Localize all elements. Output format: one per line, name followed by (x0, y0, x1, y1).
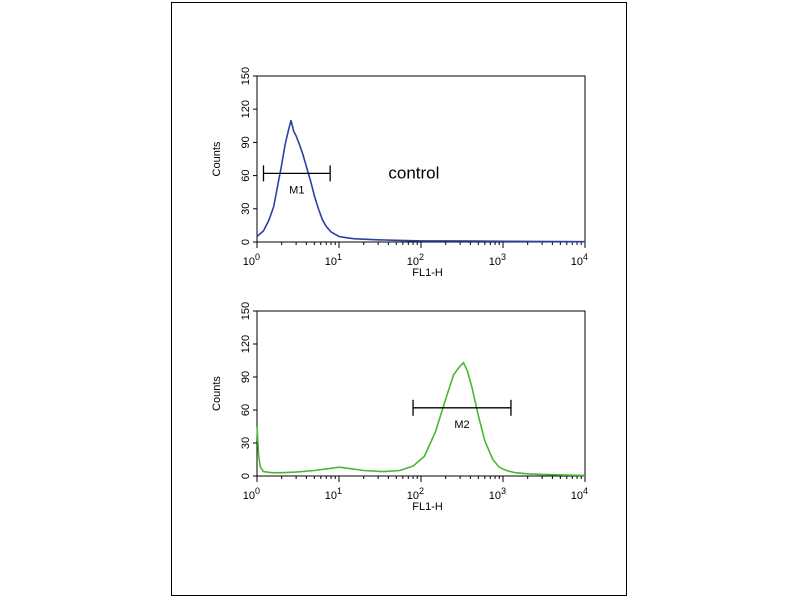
x-tick-base: 10 (243, 256, 255, 268)
x-tick-label: 101 (325, 252, 342, 268)
x-tick-exponent: 0 (255, 486, 260, 496)
y-tick-label: 90 (240, 371, 252, 383)
x-tick-exponent: 4 (583, 486, 588, 496)
x-tick-exponent: 3 (501, 486, 506, 496)
y-tick-label: 0 (240, 239, 252, 245)
x-tick-base: 10 (325, 490, 337, 502)
x-tick-label: 104 (571, 252, 588, 268)
y-tick-label: 30 (240, 203, 252, 215)
figure-frame: 0 30 60 90 120 150 Counts 100 101 102 103 104 FL1-H M… (171, 2, 627, 596)
histogram-line (256, 120, 586, 243)
y-tick-label: 60 (240, 404, 252, 416)
marker-label: M1 (289, 184, 304, 196)
x-tick-label: 100 (243, 486, 260, 502)
x-tick-base: 10 (571, 490, 583, 502)
y-tick-label: 60 (240, 169, 252, 181)
y-tick-label: 0 (240, 473, 252, 479)
y-tick-label: 120 (240, 100, 252, 118)
x-axis-label: FL1-H (412, 267, 443, 279)
x-tick-base: 10 (489, 256, 501, 268)
x-tick-base: 10 (243, 490, 255, 502)
y-axis-label: Counts (211, 376, 223, 411)
y-tick-label: 150 (240, 302, 252, 320)
x-tick-label: 101 (325, 486, 342, 502)
x-tick-label: 102 (407, 486, 424, 502)
x-tick-base: 10 (407, 490, 419, 502)
x-tick-exponent: 4 (583, 252, 588, 262)
histogram-line (256, 361, 586, 477)
x-tick-exponent: 3 (501, 252, 506, 262)
x-tick-exponent: 1 (337, 252, 342, 262)
plot-area (256, 310, 586, 477)
marker-label: M2 (454, 419, 469, 431)
y-tick-label: 150 (240, 67, 252, 85)
x-tick-base: 10 (407, 256, 419, 268)
x-tick-base: 10 (571, 256, 583, 268)
control-annotation: control (388, 163, 439, 182)
x-tick-base: 10 (325, 256, 337, 268)
y-tick-label: 120 (240, 335, 252, 353)
x-tick-exponent: 2 (419, 252, 424, 262)
x-tick-label: 104 (571, 486, 588, 502)
x-tick-exponent: 2 (419, 486, 424, 496)
y-tick-label: 90 (240, 136, 252, 148)
y-axis-label: Counts (211, 141, 223, 176)
x-tick-label: 100 (243, 252, 260, 268)
x-tick-label: 102 (407, 252, 424, 268)
x-tick-label: 103 (489, 252, 506, 268)
x-tick-exponent: 1 (337, 486, 342, 496)
x-tick-exponent: 0 (255, 252, 260, 262)
x-tick-base: 10 (489, 490, 501, 502)
x-axis-label: FL1-H (412, 501, 443, 513)
plot-area (256, 75, 586, 243)
y-tick-label: 30 (240, 437, 252, 449)
x-tick-label: 103 (489, 486, 506, 502)
